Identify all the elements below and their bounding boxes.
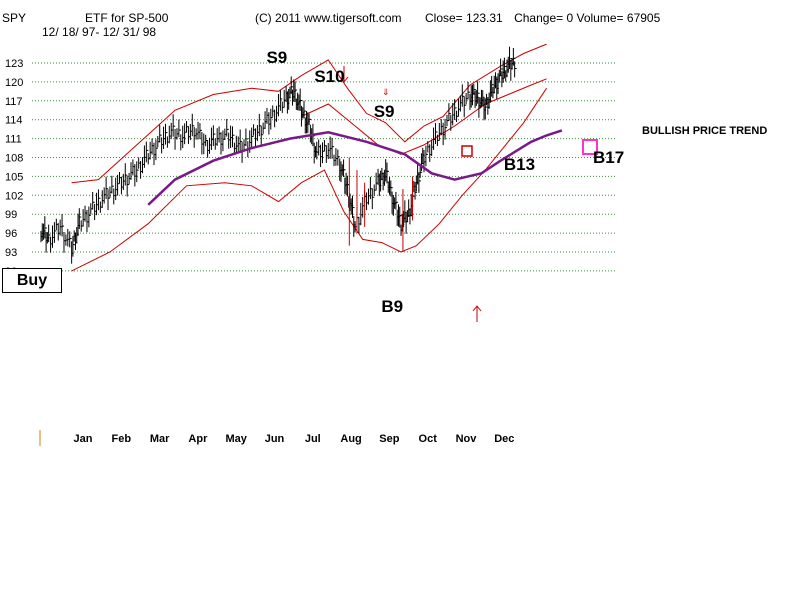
y-tick-label-123: 123 bbox=[5, 58, 23, 70]
y-tick-label-105: 105 bbox=[5, 171, 23, 183]
moving-average-line bbox=[147, 129, 563, 206]
y-tick-label-120: 120 bbox=[5, 77, 23, 89]
y-tick-label-99: 99 bbox=[5, 209, 17, 221]
inner-band-line bbox=[301, 78, 547, 155]
month-label-aug: Aug bbox=[340, 433, 361, 445]
buy-arrow-b9-head bbox=[472, 305, 482, 312]
sell-arrow-s9-head bbox=[339, 76, 349, 83]
month-label-dec: Dec bbox=[494, 433, 514, 445]
y-tick-label-111: 111 bbox=[5, 134, 22, 146]
signal-label-s9-2: S9 bbox=[373, 101, 395, 121]
signal-label-b13-4: B13 bbox=[503, 155, 536, 175]
y-tick-label-114: 114 bbox=[5, 115, 23, 127]
close-quote: Close= 123.31 Change= 0 Volume= 67905 bbox=[425, 11, 660, 25]
close-label: Close= bbox=[425, 11, 463, 25]
y-tick-label-96: 96 bbox=[5, 228, 17, 240]
month-label-apr: Apr bbox=[188, 433, 208, 445]
month-label-jan: Jan bbox=[74, 433, 93, 445]
month-label-mar: Mar bbox=[150, 433, 170, 445]
signal-mark-s9 bbox=[461, 145, 473, 157]
y-tick-label-117: 117 bbox=[5, 96, 23, 108]
close-value: 123.31 bbox=[466, 11, 503, 25]
month-label-oct: Oct bbox=[419, 433, 438, 445]
trend-note: BULLISH PRICE TREND bbox=[642, 125, 768, 137]
overlap-signal-b17: B17 bbox=[593, 148, 625, 167]
ticker-symbol: SPY bbox=[2, 11, 27, 25]
month-label-jun: Jun bbox=[265, 433, 285, 445]
month-label-jul: Jul bbox=[305, 433, 321, 445]
upper-band-line bbox=[71, 43, 547, 184]
change-value: 0 bbox=[566, 11, 574, 25]
date-range: 12/ 18/ 97- 12/ 31/ 98 bbox=[42, 25, 157, 39]
signal-mark-s10: ⇓ bbox=[382, 87, 390, 97]
month-label-sep: Sep bbox=[379, 433, 399, 445]
copyright-notice: (C) 2011 www.tigersoft.com bbox=[255, 11, 402, 25]
month-label-may: May bbox=[225, 433, 247, 445]
signal-label-s10-1: S10 bbox=[314, 67, 345, 87]
month-label-feb: Feb bbox=[112, 433, 132, 445]
signal-label-b9-3: B9 bbox=[381, 297, 404, 316]
month-label-nov: Nov bbox=[456, 433, 478, 445]
y-tick-label-108: 108 bbox=[5, 153, 23, 165]
y-tick-label-93: 93 bbox=[5, 247, 17, 259]
signal-label-s9-0: S9 bbox=[266, 48, 288, 68]
chart-description: ETF for SP-500 bbox=[85, 11, 169, 25]
y-tick-label-102: 102 bbox=[5, 190, 23, 202]
signal-mark-b13 bbox=[582, 139, 598, 155]
buy-label-box: Buy bbox=[2, 268, 62, 293]
volume-value: 67905 bbox=[626, 11, 661, 25]
volume-label: Volume= bbox=[576, 11, 624, 25]
change-label: Change= bbox=[514, 11, 564, 25]
